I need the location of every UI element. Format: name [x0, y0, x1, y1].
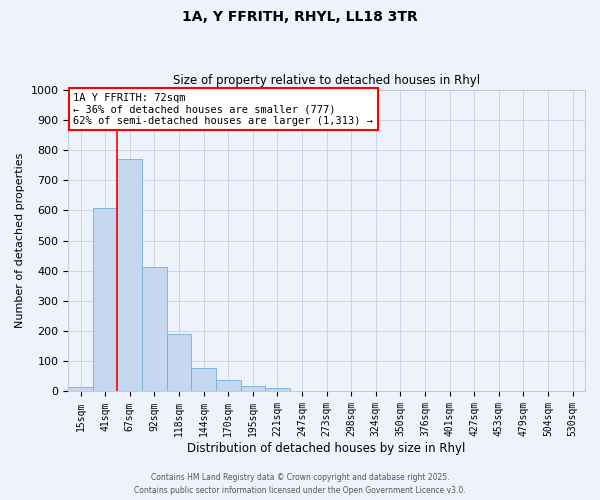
X-axis label: Distribution of detached houses by size in Rhyl: Distribution of detached houses by size …	[187, 442, 466, 455]
Y-axis label: Number of detached properties: Number of detached properties	[15, 153, 25, 328]
Bar	[216, 380, 241, 392]
Text: Contains HM Land Registry data © Crown copyright and database right 2025.
Contai: Contains HM Land Registry data © Crown c…	[134, 474, 466, 495]
Bar	[142, 267, 167, 392]
Bar	[68, 387, 93, 392]
Bar	[167, 334, 191, 392]
Text: 1A, Y FFRITH, RHYL, LL18 3TR: 1A, Y FFRITH, RHYL, LL18 3TR	[182, 10, 418, 24]
Title: Size of property relative to detached houses in Rhyl: Size of property relative to detached ho…	[173, 74, 480, 87]
Bar	[265, 388, 290, 392]
Text: 1A Y FFRITH: 72sqm
← 36% of detached houses are smaller (777)
62% of semi-detach: 1A Y FFRITH: 72sqm ← 36% of detached hou…	[73, 92, 373, 126]
Bar	[241, 386, 265, 392]
Bar	[191, 368, 216, 392]
Bar	[118, 159, 142, 392]
Bar	[93, 208, 118, 392]
